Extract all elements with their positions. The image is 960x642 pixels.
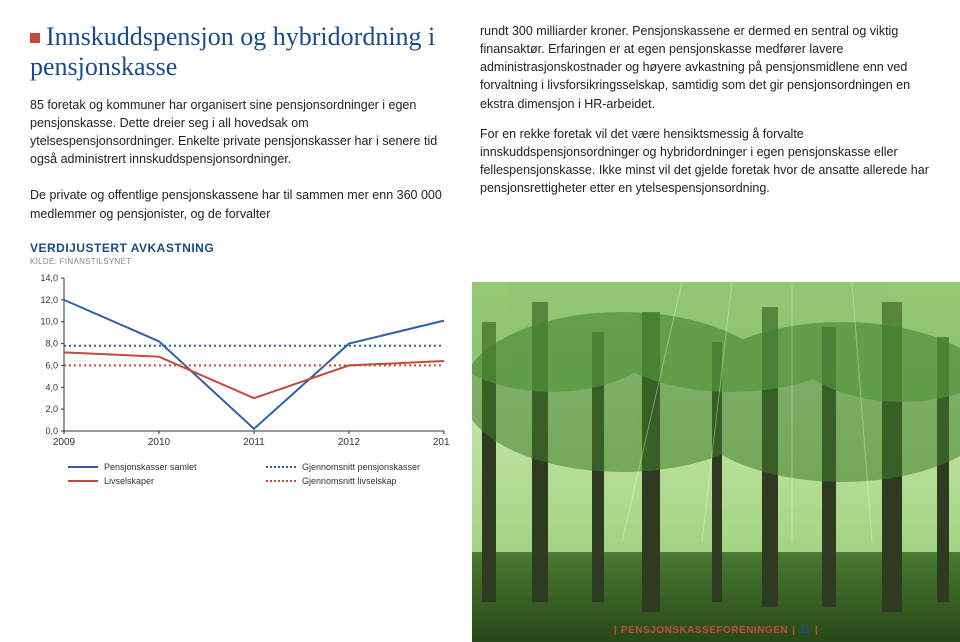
chart-title: VERDIJUSTERT AVKASTNING	[30, 241, 452, 255]
svg-text:2009: 2009	[53, 437, 76, 448]
legend-swatch	[266, 480, 296, 482]
legend-item: Pensjonskasser samlet	[68, 462, 238, 472]
svg-text:8,0: 8,0	[45, 338, 58, 348]
svg-text:0,0: 0,0	[45, 426, 58, 436]
page-title-block: Innskuddspensjon og hybridordning i pens…	[30, 22, 452, 82]
right-p1: rundt 300 milliarder kroner. Pensjonskas…	[480, 22, 930, 113]
footer-page-number: 11	[799, 625, 811, 636]
page-footer: |PENSJONSKASSEFORENINGEN|11|	[472, 625, 960, 636]
right-body-text: rundt 300 milliarder kroner. Pensjonskas…	[472, 0, 960, 197]
legend-swatch	[68, 466, 98, 468]
svg-text:10,0: 10,0	[40, 316, 58, 326]
legend-label: Pensjonskasser samlet	[104, 462, 197, 472]
svg-text:14,0: 14,0	[40, 274, 58, 283]
legend-item: Gjennomsnitt pensjonskasser	[266, 462, 436, 472]
left-body-text: 85 foretak og kommuner har organisert si…	[30, 96, 452, 223]
chart-source: KILDE: FINANSTILSYNET	[30, 257, 452, 266]
legend-swatch	[68, 480, 98, 482]
title-marker	[30, 33, 40, 43]
legend-label: Gjennomsnitt pensjonskasser	[302, 462, 420, 472]
legend-item: Gjennomsnitt livselskap	[266, 476, 436, 486]
svg-text:2012: 2012	[338, 437, 361, 448]
svg-text:2010: 2010	[148, 437, 171, 448]
line-chart: 14,0 12,0 10,0 8,0 6,0 4,0 2,0 0,02009 2010 2011 2…	[30, 274, 450, 486]
svg-text:2013: 2013	[433, 437, 450, 448]
heading-text: Innskuddspensjon og hybridordning i pens…	[30, 22, 435, 81]
legend-swatch	[266, 466, 296, 468]
svg-text:2,0: 2,0	[45, 404, 58, 414]
legend-label: Livselskaper	[104, 476, 154, 486]
legend-item: Livselskaper	[68, 476, 238, 486]
legend-label: Gjennomsnitt livselskap	[302, 476, 397, 486]
page-title: Innskuddspensjon og hybridordning i pens…	[30, 22, 452, 82]
svg-text:12,0: 12,0	[40, 295, 58, 305]
svg-text:6,0: 6,0	[45, 360, 58, 370]
svg-text:4,0: 4,0	[45, 382, 58, 392]
chart-legend: Pensjonskasser samlet Gjennomsnitt pensjo…	[30, 462, 450, 486]
svg-text:2011: 2011	[243, 437, 265, 448]
right-p2: For en rekke foretak vil det være hensik…	[480, 125, 930, 198]
forest-image	[472, 282, 960, 642]
footer-org: PENSJONSKASSEFORENINGEN	[621, 625, 788, 636]
